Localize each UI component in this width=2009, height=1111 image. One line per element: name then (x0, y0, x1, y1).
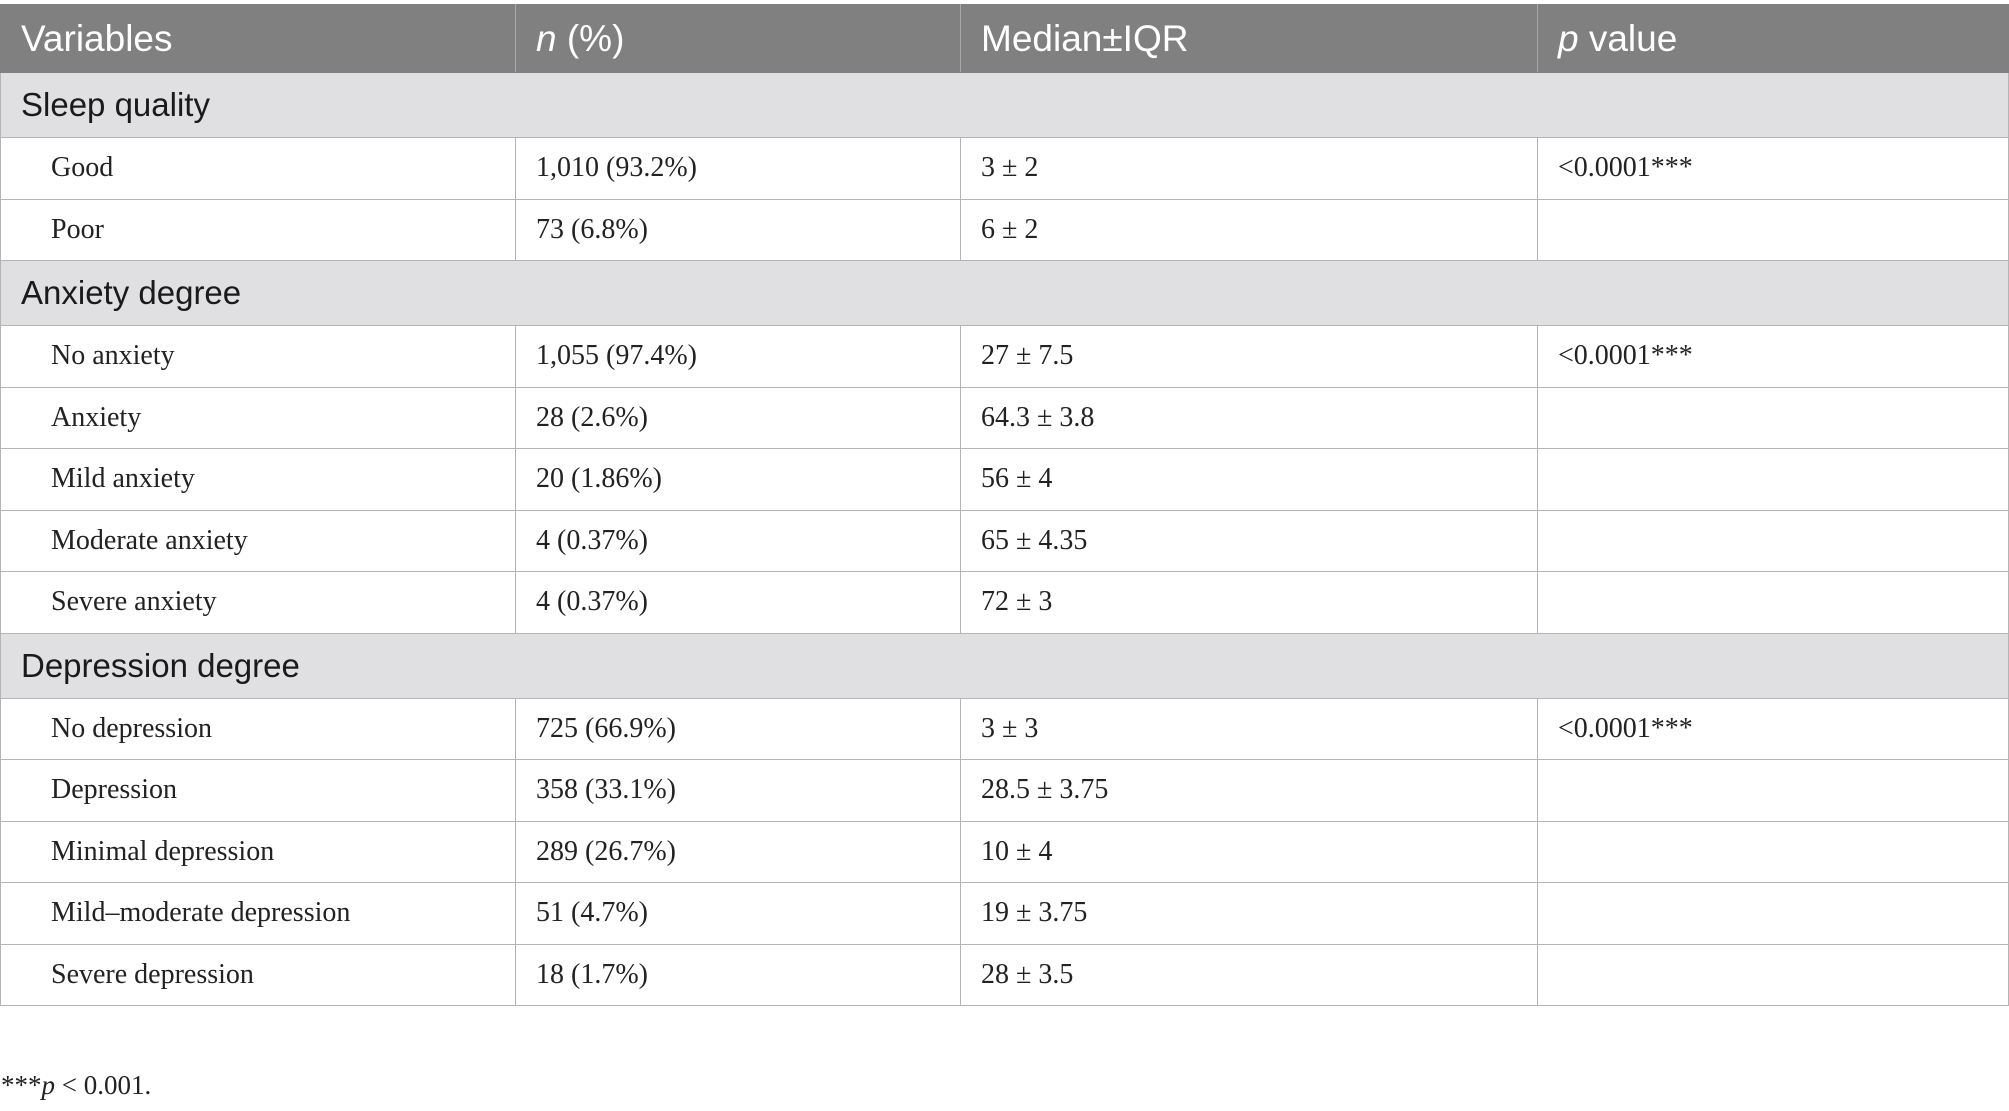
cell-n-percent: 4 (0.37%) (515, 509, 961, 572)
cell-variable: Anxiety (0, 386, 516, 449)
cell-p-value (1537, 820, 2009, 883)
cell-median-iqr: 28 ± 3.5 (960, 943, 1538, 1006)
cell-median-iqr: 3 ± 2 (960, 137, 1538, 200)
cell-median-iqr: 10 ± 4 (960, 820, 1538, 883)
cell-median-iqr: 6 ± 2 (960, 198, 1538, 261)
cell-median-iqr: 27 ± 7.5 (960, 325, 1538, 388)
results-table: Variables n (%) Median±IQR p value Sleep… (0, 4, 2009, 1006)
table-header: Variables n (%) Median±IQR p value (0, 4, 2009, 73)
footnote-stars: *** (1, 1070, 42, 1100)
cell-variable: No depression (0, 697, 516, 760)
table-row: Poor 73 (6.8%) 6 ± 2 (0, 198, 2009, 261)
table-row: No depression 725 (66.9%) 3 ± 3 <0.0001*** (0, 697, 2009, 760)
table-row: Mild anxiety 20 (1.86%) 56 ± 4 (0, 448, 2009, 511)
cell-n-percent: 28 (2.6%) (515, 386, 961, 449)
table-row: Minimal depression 289 (26.7%) 10 ± 4 (0, 820, 2009, 883)
cell-n-percent: 20 (1.86%) (515, 448, 961, 511)
cell-median-iqr: 64.3 ± 3.8 (960, 386, 1538, 449)
table-row: Severe depression 18 (1.7%) 28 ± 3.5 (0, 943, 2009, 1006)
table-row: Mild–moderate depression 51 (4.7%) 19 ± 3.… (0, 882, 2009, 945)
section-row: Depression degree (0, 632, 2009, 699)
section-row: Anxiety degree (0, 260, 2009, 326)
cell-n-percent: 725 (66.9%) (515, 697, 961, 760)
header-n-italic: n (536, 17, 557, 59)
cell-median-iqr: 56 ± 4 (960, 448, 1538, 511)
header-row: Variables n (%) Median±IQR p value (0, 4, 2009, 73)
cell-variable: Good (0, 137, 516, 200)
header-n-rest: (%) (556, 17, 625, 59)
cell-p-value (1537, 509, 2009, 572)
cell-n-percent: 1,010 (93.2%) (515, 137, 961, 200)
cell-p-value (1537, 759, 2009, 822)
cell-n-percent: 73 (6.8%) (515, 198, 961, 261)
footnote-text: < 0.001. (55, 1070, 152, 1100)
table-row: Anxiety 28 (2.6%) 64.3 ± 3.8 (0, 386, 2009, 449)
header-variables-label: Variables (21, 17, 173, 59)
cell-variable: Severe anxiety (0, 571, 516, 634)
cell-variable: Depression (0, 759, 516, 822)
cell-n-percent: 4 (0.37%) (515, 571, 961, 634)
results-table-container: Variables n (%) Median±IQR p value Sleep… (0, 4, 2009, 1006)
cell-median-iqr: 28.5 ± 3.75 (960, 759, 1538, 822)
cell-variable: Severe depression (0, 943, 516, 1006)
cell-p-value (1537, 448, 2009, 511)
cell-p-value (1537, 386, 2009, 449)
cell-median-iqr: 3 ± 3 (960, 697, 1538, 760)
footnote: ***p < 0.001. (1, 1070, 151, 1101)
cell-n-percent: 51 (4.7%) (515, 882, 961, 945)
cell-median-iqr: 72 ± 3 (960, 571, 1538, 634)
cell-p-value (1537, 571, 2009, 634)
header-median-label: Median±IQR (981, 17, 1189, 59)
cell-variable: Poor (0, 198, 516, 261)
cell-n-percent: 1,055 (97.4%) (515, 325, 961, 388)
cell-variable: Moderate anxiety (0, 509, 516, 572)
footnote-p-italic: p (41, 1070, 56, 1100)
cell-p-value (1537, 198, 2009, 261)
table-row: No anxiety 1,055 (97.4%) 27 ± 7.5 <0.0001**… (0, 325, 2009, 388)
header-p-rest: value (1578, 17, 1678, 59)
cell-p-value (1537, 882, 2009, 945)
cell-p-value: <0.0001*** (1537, 137, 2009, 200)
cell-variable: Mild anxiety (0, 448, 516, 511)
cell-variable: Mild–moderate depression (0, 882, 516, 945)
cell-n-percent: 358 (33.1%) (515, 759, 961, 822)
header-p-value: p value (1537, 4, 2009, 73)
section-title: Anxiety degree (0, 260, 2009, 326)
cell-median-iqr: 65 ± 4.35 (960, 509, 1538, 572)
header-n-percent: n (%) (515, 4, 961, 73)
cell-variable: No anxiety (0, 325, 516, 388)
cell-p-value: <0.0001*** (1537, 697, 2009, 760)
section-title: Sleep quality (0, 72, 2009, 138)
table-row: Good 1,010 (93.2%) 3 ± 2 <0.0001*** (0, 137, 2009, 200)
cell-p-value (1537, 943, 2009, 1006)
header-median-iqr: Median±IQR (960, 4, 1538, 73)
cell-variable: Minimal depression (0, 820, 516, 883)
cell-p-value: <0.0001*** (1537, 325, 2009, 388)
table-row: Severe anxiety 4 (0.37%) 72 ± 3 (0, 571, 2009, 634)
table-body: Sleep quality Good 1,010 (93.2%) 3 ± 2 <0.00… (0, 72, 2009, 1006)
header-variables: Variables (0, 4, 516, 73)
section-title: Depression degree (0, 632, 2009, 699)
header-p-italic: p (1558, 17, 1579, 59)
table-row: Depression 358 (33.1%) 28.5 ± 3.75 (0, 759, 2009, 822)
cell-median-iqr: 19 ± 3.75 (960, 882, 1538, 945)
table-row: Moderate anxiety 4 (0.37%) 65 ± 4.35 (0, 509, 2009, 572)
section-row: Sleep quality (0, 72, 2009, 138)
cell-n-percent: 18 (1.7%) (515, 943, 961, 1006)
cell-n-percent: 289 (26.7%) (515, 820, 961, 883)
